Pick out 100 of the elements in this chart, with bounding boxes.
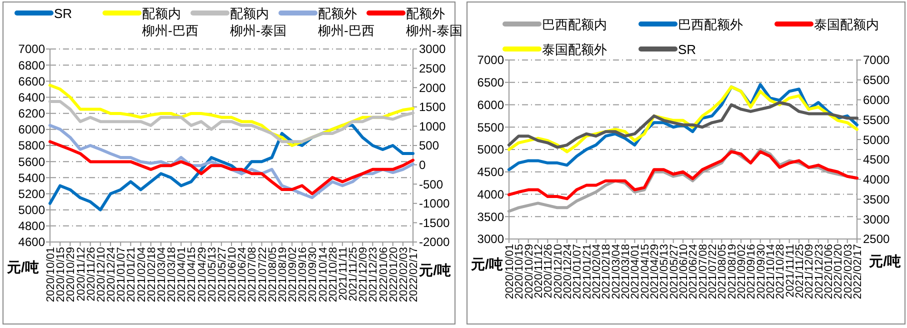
x-tick-label: 2022/02/17 (408, 247, 420, 302)
y-tick-label: 3500 (477, 210, 504, 224)
y-tick-label: 5000 (477, 142, 504, 157)
y-tick-label: 4600 (18, 235, 46, 250)
y2-tick-label: 6500 (863, 73, 890, 88)
x-tick-label: 2021/10/14 (317, 247, 330, 302)
legend-label: 泰国配额内 (814, 17, 879, 32)
x-tick-label: 2021/01/21 (581, 244, 594, 300)
x-tick-label: 2020/10/01 (504, 244, 516, 300)
y-tick-label: 3000 (477, 232, 504, 246)
line-series (508, 101, 858, 149)
y-tick-label: 4500 (477, 165, 504, 180)
x-tick-label: 2021/05/13 (658, 244, 671, 300)
x-tick-label: 2020/10/29 (65, 247, 78, 302)
y-tick-label: 7000 (18, 42, 46, 56)
x-tick-label: 2021/07/08 (246, 247, 259, 302)
x-tick-label: 2020/11/26 (542, 244, 555, 298)
x-tick-label: 2021/09/16 (746, 244, 758, 300)
x-tick-label: 2021/09/30 (307, 247, 320, 302)
y2-tick-label: -1500 (419, 216, 450, 230)
y2-tick-label: 3000 (863, 212, 890, 226)
x-tick-label: 2021/02/18 (146, 247, 158, 302)
legend-label: SR (54, 6, 72, 21)
y-tick-label: 6400 (18, 90, 46, 104)
x-tick-label: 2021/03/04 (156, 247, 168, 302)
y-tick-label: 6000 (477, 98, 504, 112)
x-tick-label: 2021/06/10 (226, 247, 238, 302)
x-tick-label: 2021/06/24 (236, 247, 249, 302)
x-tick-label: 2021/08/05 (716, 244, 729, 300)
x-tick-label: 2021/06/10 (678, 244, 690, 300)
x-tick-label: 2022/01/20 (832, 244, 845, 300)
y-axis-title: 元/吨 (6, 259, 39, 275)
x-tick-label: 2021/04/15 (639, 244, 652, 300)
x-tick-label: 2021/05/27 (216, 247, 228, 302)
x-tick-label: 2020/11/12 (75, 247, 88, 302)
legend-label: 巴西配额内 (542, 17, 607, 32)
x-tick-label: 2020/12/24 (562, 244, 574, 300)
y-tick-label: 6600 (18, 74, 46, 88)
legend-label: 配额内柳州-泰国 (230, 6, 286, 38)
y-tick-label: 6500 (477, 76, 504, 90)
x-tick-label: 2021/01/07 (572, 244, 584, 300)
x-tick-label: 2021/03/18 (620, 244, 632, 300)
x-tick-label: 2020/10/01 (45, 247, 57, 302)
y2-tick-label: 2000 (419, 80, 446, 95)
x-tick-label: 2021/03/04 (610, 244, 622, 300)
y-tick-label: 6800 (18, 58, 46, 72)
y2-tick-label: 3000 (419, 42, 446, 56)
x-tick-label: 2021/08/19 (276, 247, 289, 302)
x-tick-label: 2021/08/19 (726, 244, 738, 300)
x-tick-label: 2022/02/03 (842, 244, 854, 300)
y2-tick-label: 4000 (863, 172, 890, 187)
x-tick-label: 2021/04/01 (630, 244, 642, 300)
x-tick-label: 2021/01/07 (116, 247, 128, 302)
y-tick-label: 6000 (18, 122, 46, 137)
y2-tick-label: 500 (419, 138, 440, 153)
line-series (508, 150, 858, 200)
x-tick-label: 2021/02/18 (600, 244, 613, 300)
y2-tick-label: -500 (419, 177, 444, 192)
x-tick-label: 2021/10/14 (765, 244, 777, 300)
y2-tick-label: -1000 (419, 196, 450, 211)
x-tick-label: 2022/02/17 (852, 244, 864, 300)
y-tick-label: 5600 (18, 154, 46, 169)
x-tick-label: 2021/02/04 (136, 247, 148, 302)
x-tick-label: 2021/04/15 (186, 247, 198, 302)
y2-tick-label: 5500 (863, 112, 890, 127)
y2-tick-label: 2500 (419, 62, 446, 76)
x-tick-label: 2021/06/24 (688, 244, 700, 300)
line-series (48, 100, 414, 144)
y-tick-label: 6200 (18, 106, 46, 121)
x-tick-label: 2021/05/13 (206, 247, 218, 302)
x-tick-label: 2020/12/10 (552, 244, 564, 300)
x-tick-label: 2021/09/16 (297, 247, 310, 302)
y-axis-title: 元/吨 (470, 256, 503, 272)
y-tick-label: 5800 (18, 138, 46, 153)
x-tick-label: 2021/12/09 (358, 247, 370, 302)
x-tick-label: 2021/07/08 (697, 244, 710, 300)
x-tick-label: 2021/04/29 (196, 247, 208, 302)
y2-axis-title: 元/吨 (868, 253, 901, 269)
y2-tick-label: 5000 (863, 132, 890, 147)
x-tick-label: 2021/12/23 (368, 247, 380, 302)
x-tick-label: 2020/11/26 (85, 247, 98, 302)
legend-label: 泰国配额外 (542, 42, 607, 57)
y2-tick-label: 1500 (419, 100, 446, 114)
legend-label: 配额内柳州-巴西 (142, 6, 198, 38)
x-tick-label: 2020/10/15 (55, 247, 68, 302)
line-series (48, 140, 414, 196)
x-tick-label: 2021/02/04 (591, 244, 603, 300)
x-tick-label: 2021/07/22 (707, 244, 719, 300)
x-tick-label: 2020/10/15 (514, 244, 526, 300)
y-tick-label: 5500 (477, 120, 504, 134)
x-tick-label: 2021/08/05 (266, 247, 279, 302)
y-tick-label: 5400 (18, 170, 46, 185)
y2-tick-label: 7000 (863, 53, 890, 68)
x-tick-label: 2021/10/28 (774, 244, 787, 300)
x-tick-label: 2021/11/25 (348, 247, 360, 302)
legend-label: SR (678, 42, 696, 57)
y-tick-label: 5200 (18, 186, 46, 201)
x-tick-label: 2021/10/28 (327, 247, 340, 302)
x-tick-label: 2021/04/29 (649, 244, 661, 300)
x-tick-label: 2021/09/30 (755, 244, 768, 300)
